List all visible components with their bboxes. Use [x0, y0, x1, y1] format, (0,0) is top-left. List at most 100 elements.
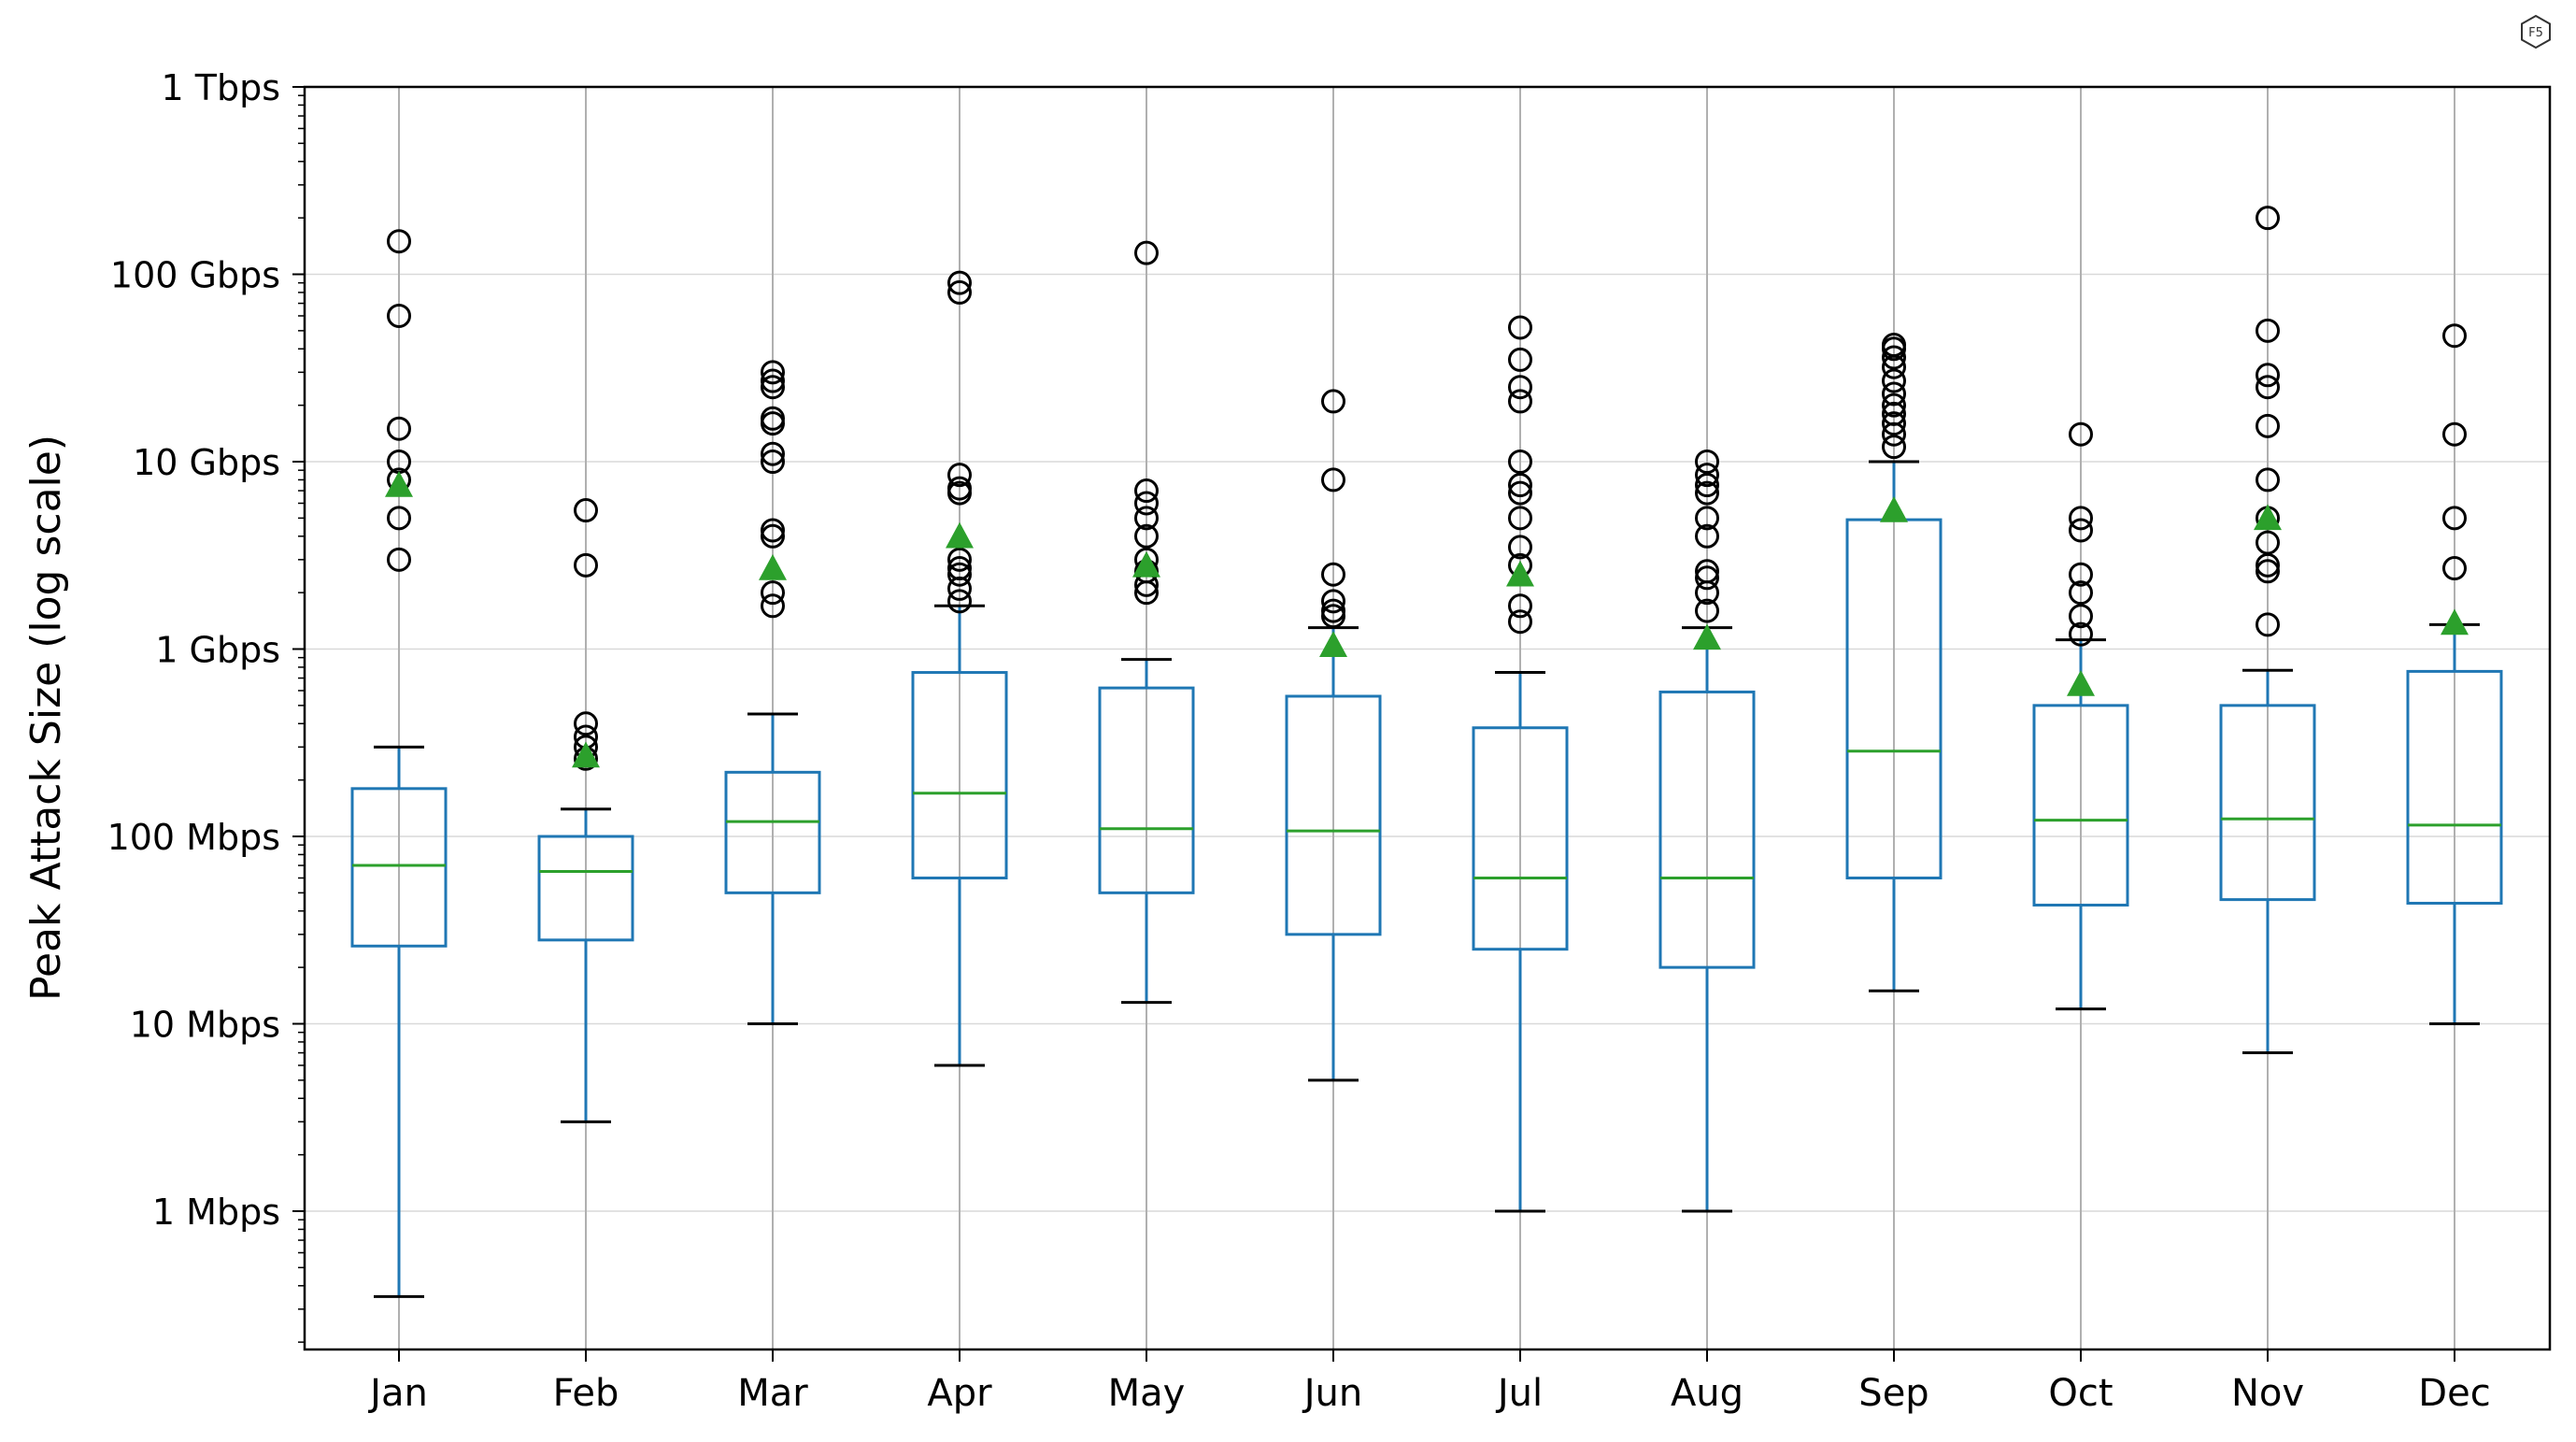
outlier-point: [1134, 478, 1159, 504]
x-tick-label: Sep: [1858, 1372, 1928, 1415]
outlier-point: [2069, 506, 2093, 531]
x-tick-label: May: [1108, 1372, 1186, 1415]
outlier-point: [2069, 421, 2093, 447]
y-tick-label: 1 Tbps: [161, 67, 280, 108]
box-series: [350, 206, 2503, 1298]
y-tick-label: 10 Gbps: [133, 442, 280, 483]
box-iqr: [537, 835, 634, 942]
outlier-point: [2256, 318, 2280, 343]
outlier-point: [947, 562, 972, 587]
mean-marker: [2441, 608, 2469, 635]
outlier-point: [947, 547, 972, 572]
outlier-point: [1508, 389, 1532, 414]
outlier-point: [1882, 333, 1906, 358]
outlier-point: [1695, 463, 1719, 488]
outlier-point: [947, 589, 972, 614]
outlier-point: [1321, 598, 1345, 623]
mean-marker: [759, 554, 787, 580]
outlier-point: [2256, 375, 2280, 400]
outlier-point: [1508, 375, 1532, 400]
outlier-point: [947, 270, 972, 295]
outlier-point: [574, 552, 598, 578]
box-iqr: [1658, 690, 1756, 969]
outlier-point: [2069, 604, 2093, 629]
outlier-point: [1508, 609, 1532, 635]
outlier-point: [1508, 315, 1532, 340]
box-feb: [537, 498, 634, 1123]
x-tick-label: Mar: [737, 1372, 808, 1415]
x-tick-label: Jun: [1302, 1372, 1363, 1415]
outlier-point: [1695, 559, 1719, 584]
mean-marker: [946, 521, 974, 549]
outlier-point: [574, 711, 598, 736]
box-nov: [2219, 206, 2316, 1055]
mean-marker: [572, 741, 600, 768]
mean-marker: [2254, 504, 2282, 531]
outlier-point: [1134, 240, 1159, 265]
outlier-point: [1321, 589, 1345, 614]
outlier-point: [2069, 518, 2093, 543]
outlier-point: [761, 375, 785, 400]
outlier-point: [1134, 491, 1159, 516]
outlier-point: [2442, 421, 2467, 447]
box-iqr: [1098, 686, 1195, 894]
outlier-point: [387, 506, 411, 531]
outlier-point: [2442, 506, 2467, 531]
box-iqr: [911, 671, 1008, 879]
outlier-point: [761, 406, 785, 431]
outlier-point: [1882, 393, 1906, 418]
outlier-point: [1695, 598, 1719, 623]
outlier-point: [1508, 473, 1532, 498]
outlier-point: [2256, 530, 2280, 555]
box-iqr: [2219, 704, 2316, 902]
outlier-point: [2069, 562, 2093, 587]
outlier-point: [1695, 523, 1719, 549]
outlier-point: [1508, 480, 1532, 506]
x-tick-label: Feb: [553, 1372, 619, 1415]
x-tick-label: Jan: [367, 1372, 428, 1415]
outlier-point: [2256, 559, 2280, 584]
outlier-point: [1508, 450, 1532, 474]
outlier-point: [1134, 523, 1159, 549]
f5-logo-icon: F5: [2521, 14, 2551, 50]
y-tick-label: 1 Mbps: [152, 1192, 280, 1233]
mean-marker: [1880, 496, 1908, 522]
outlier-point: [1695, 480, 1719, 506]
outlier-point: [387, 416, 411, 441]
box-dec: [2406, 323, 2503, 1025]
box-iqr: [724, 770, 821, 894]
x-tick-label: Aug: [1671, 1372, 1743, 1415]
outlier-point: [1882, 381, 1906, 407]
y-tick-label: 100 Gbps: [110, 255, 280, 296]
outlier-point: [1508, 347, 1532, 372]
outlier-point: [2256, 206, 2280, 231]
box-iqr: [1472, 726, 1569, 951]
mean-marker: [1132, 550, 1160, 578]
outlier-point: [1695, 506, 1719, 531]
outlier-point: [387, 229, 411, 254]
outlier-point: [1882, 435, 1906, 460]
outlier-point: [761, 450, 785, 474]
box-may: [1098, 240, 1195, 1005]
outlier-point: [2442, 556, 2467, 581]
outlier-point: [1695, 450, 1719, 474]
mean-marker: [1693, 623, 1721, 650]
outlier-point: [761, 368, 785, 393]
outlier-point: [947, 279, 972, 305]
outlier-point: [2256, 467, 2280, 493]
outlier-point: [2069, 621, 2093, 647]
y-axis-ticks: 1 Mbps 10 Mbps 100 Mbps 1 Gbps 10 Gbps 100 Gb…: [107, 67, 305, 1343]
outlier-point: [761, 518, 785, 543]
box-oct: [2032, 421, 2129, 1011]
box-jun: [1285, 389, 1382, 1082]
box-iqr: [2406, 669, 2503, 905]
y-tick-label: 1 Gbps: [155, 630, 280, 671]
outlier-point: [2442, 323, 2467, 349]
mean-marker: [1506, 560, 1534, 587]
outlier-point: [1882, 345, 1906, 370]
box-iqr: [1285, 694, 1382, 936]
outlier-point: [2256, 612, 2280, 637]
outlier-point: [1695, 473, 1719, 498]
outlier-point: [761, 593, 785, 619]
